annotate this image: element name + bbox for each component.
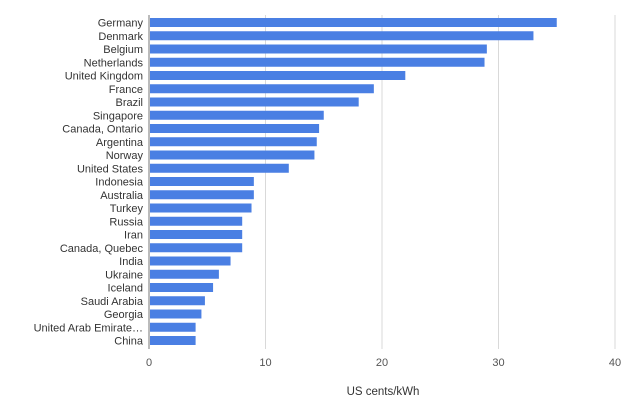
- category-label: Argentina: [96, 137, 144, 149]
- category-label: Germany: [98, 18, 144, 30]
- bars: [150, 18, 557, 345]
- bar: [150, 124, 320, 133]
- bar: [150, 296, 205, 306]
- bar: [150, 243, 243, 253]
- bar: [150, 57, 485, 67]
- category-label: Belgium: [103, 44, 143, 56]
- x-tick-label: 40: [609, 357, 621, 369]
- bar: [150, 309, 202, 319]
- category-label: Australia: [100, 190, 144, 202]
- category-label: Canada, Ontario: [62, 124, 143, 136]
- bar: [150, 322, 196, 332]
- category-label: Singapore: [93, 110, 143, 122]
- bar: [150, 256, 231, 266]
- category-label: Saudi Arabia: [81, 296, 144, 308]
- x-axis-title: US cents/kWh: [347, 386, 420, 398]
- bar: [150, 44, 487, 54]
- category-label: United Kingdom: [65, 71, 143, 83]
- category-label: France: [109, 84, 143, 96]
- bar: [150, 283, 214, 292]
- bar: [150, 203, 252, 213]
- bar: [150, 230, 243, 239]
- category-label: United States: [77, 163, 144, 175]
- category-label: Georgia: [104, 309, 144, 321]
- bar: [150, 190, 254, 200]
- bar: [150, 137, 317, 147]
- bar: [150, 97, 359, 107]
- bar: [150, 163, 289, 173]
- category-label: Iran: [124, 230, 143, 242]
- category-label: Indonesia: [95, 177, 144, 189]
- bar: [150, 71, 406, 80]
- bar: [150, 31, 534, 41]
- category-label: Ukraine: [105, 269, 143, 281]
- category-label: Iceland: [108, 283, 143, 295]
- category-label: Canada, Quebec: [60, 243, 144, 255]
- category-label: United Arab Emirate…: [34, 322, 143, 334]
- x-tick-label: 30: [492, 357, 504, 369]
- x-tick-label: 0: [146, 357, 152, 369]
- bar: [150, 150, 315, 160]
- bar: [150, 269, 219, 279]
- category-label: Brazil: [115, 97, 143, 109]
- x-tick-label: 10: [259, 357, 271, 369]
- category-label: China: [114, 336, 144, 348]
- x-tick-label: 20: [376, 357, 388, 369]
- category-label: Russia: [109, 216, 144, 228]
- bar: [150, 84, 374, 94]
- x-axis-ticks: 0 10 20 30 40: [146, 357, 621, 369]
- category-label: Turkey: [110, 203, 144, 215]
- bar: [150, 18, 557, 27]
- category-label: India: [119, 256, 144, 268]
- category-label: Denmark: [98, 31, 143, 43]
- bar: [150, 177, 254, 186]
- category-label: Netherlands: [84, 57, 144, 69]
- bar: [150, 216, 243, 226]
- bar: [150, 110, 324, 120]
- category-label: Norway: [106, 150, 144, 162]
- gridlines: [265, 15, 616, 349]
- bar: [150, 336, 196, 345]
